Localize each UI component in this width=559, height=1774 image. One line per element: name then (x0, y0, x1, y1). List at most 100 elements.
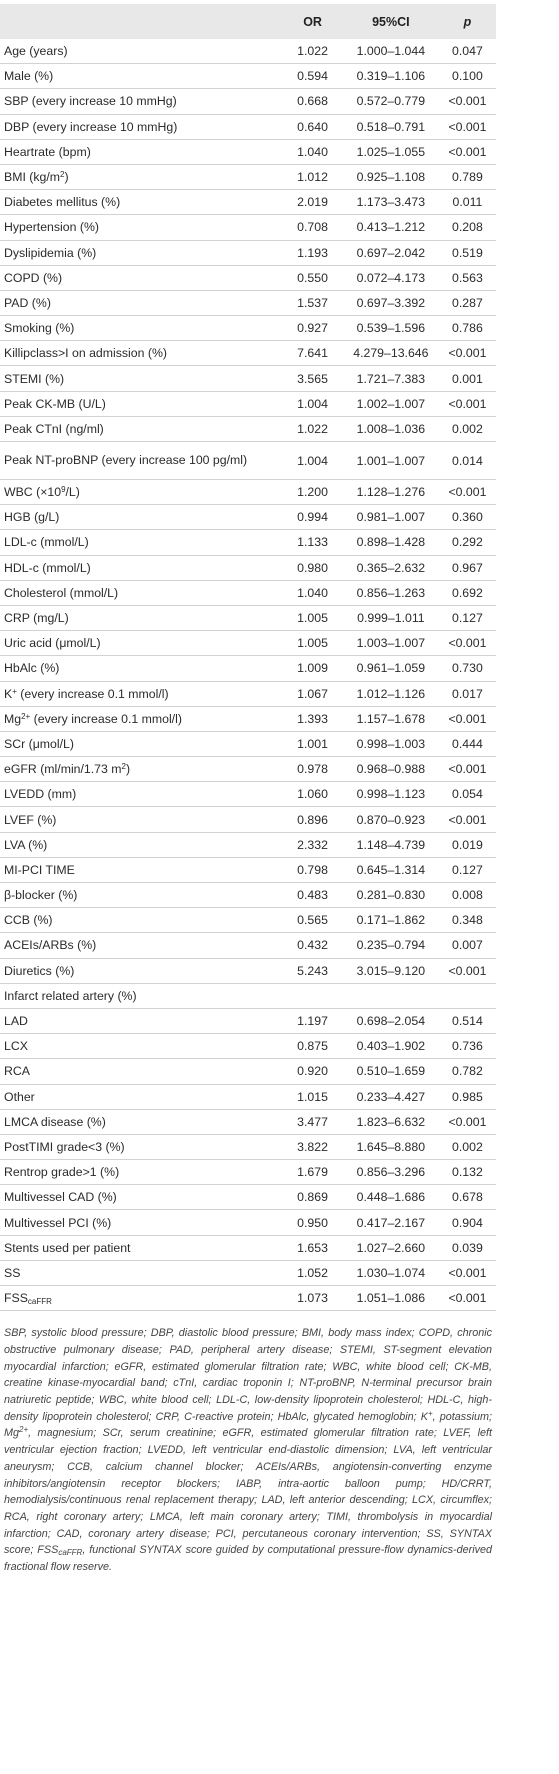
cell-or (282, 983, 343, 1009)
header-variable (0, 4, 282, 39)
table-row: Cholesterol (mmol/L) 1.040 0.856–1.263 0.69… (0, 580, 496, 606)
cell-ci: 0.981–1.007 (342, 504, 439, 531)
variable-text: HbAlc (%) (4, 661, 60, 676)
cell-variable: CCB (%) (0, 907, 283, 934)
table-row: SCr (μmol/L) 1.001 0.998–1.003 0.444 (0, 731, 496, 758)
variable-sup: 2 (121, 762, 126, 772)
cell-or: 5.243 (282, 958, 343, 984)
cell-p: 0.292 (438, 529, 496, 556)
variable-text: LCX (4, 1039, 28, 1054)
cell-or: 2.332 (282, 832, 343, 858)
table-row: PostTIMI grade<3 (%) 3.822 1.645–8.880 0.00… (0, 1134, 496, 1161)
cell-p: 0.127 (438, 605, 496, 632)
cell-p: <0.001 (438, 88, 496, 115)
cell-variable: LCX (0, 1033, 283, 1060)
footnote-sup: 2+ (19, 1425, 29, 1435)
variable-text: HDL-c (mmol/L) (4, 560, 91, 575)
variable-text: HGB (g/L) (4, 510, 60, 525)
cell-p: 0.208 (438, 214, 496, 241)
cell-ci (342, 983, 439, 1009)
footnote-text: , magnesium; SCr, serum creatinine; eGFR… (4, 1427, 492, 1557)
variable-text: eGFR (ml/min/1.73 m (4, 762, 122, 777)
table-row: Male (%) 0.594 0.319–1.106 0.100 (0, 63, 496, 90)
cell-ci: 0.235–0.794 (342, 932, 439, 959)
cell-ci: 0.281–0.830 (342, 882, 439, 909)
cell-p: <0.001 (438, 806, 496, 833)
variable-text: Rentrop grade>1 (%) (4, 1165, 120, 1180)
cell-p: <0.001 (438, 340, 496, 367)
table-row: β-blocker (%) 0.483 0.281–0.830 0.008 (0, 882, 496, 909)
cell-variable: Multivessel CAD (%) (0, 1184, 283, 1211)
cell-variable: Killipclass>I on admission (%) (0, 340, 283, 367)
cell-p: 0.444 (438, 731, 496, 758)
cell-or: 1.001 (282, 731, 343, 758)
cell-or: 1.012 (282, 164, 343, 191)
cell-or: 1.040 (282, 139, 343, 165)
variable-sup: 9 (61, 485, 66, 495)
cell-or: 1.040 (282, 580, 343, 606)
variable-text: LAD (4, 1014, 28, 1029)
table-row: Dyslipidemia (%) 1.193 0.697–2.042 0.519 (0, 240, 496, 266)
cell-ci: 1.012–1.126 (342, 681, 439, 707)
cell-ci: 0.365–2.632 (342, 555, 439, 581)
variable-text: LVEDD (mm) (4, 787, 77, 802)
footnote-sup: + (427, 1408, 433, 1418)
table-row: HDL-c (mmol/L) 0.980 0.365–2.632 0.967 (0, 555, 496, 581)
variable-text: DBP (every increase 10 mmHg) (4, 119, 178, 134)
table-row: Infarct related artery (%) (0, 983, 496, 1009)
table-row: LCX 0.875 0.403–1.902 0.736 (0, 1033, 496, 1060)
cell-p: 0.011 (438, 189, 496, 216)
cell-variable: FSScaFFR (0, 1285, 283, 1312)
variable-text: β-blocker (%) (4, 888, 78, 903)
cell-p: 0.039 (438, 1235, 496, 1261)
cell-variable: DBP (every increase 10 mmHg) (0, 114, 283, 140)
cell-ci: 0.898–1.428 (342, 529, 439, 556)
cell-variable: Infarct related artery (%) (0, 983, 283, 1009)
variable-text: SBP (every increase 10 mmHg) (4, 94, 177, 109)
cell-ci: 1.025–1.055 (342, 139, 439, 165)
cell-p: 0.002 (438, 416, 496, 443)
table-row: Other 1.015 0.233–4.427 0.985 (0, 1084, 496, 1110)
table-row: eGFR (ml/min/1.73 m2) 0.978 0.968–0.988 <0.… (0, 756, 496, 783)
cell-or: 2.019 (282, 189, 343, 216)
cell-variable: Multivessel PCI (%) (0, 1209, 283, 1236)
cell-p: 0.360 (438, 504, 496, 531)
cell-p: 0.786 (438, 315, 496, 342)
cell-ci: 0.645–1.314 (342, 857, 439, 884)
table-row: Mg2+ (every increase 0.1 mmol/l) 1.393 1.1… (0, 706, 496, 732)
cell-or: 0.978 (282, 756, 343, 783)
cell-or: 3.822 (282, 1134, 343, 1161)
cell-or: 1.193 (282, 240, 343, 266)
cell-ci: 0.171–1.862 (342, 907, 439, 934)
variable-text: RCA (4, 1064, 30, 1079)
variable-text: Age (years) (4, 44, 68, 59)
cell-variable: LVEDD (mm) (0, 781, 283, 808)
cell-or: 0.980 (282, 555, 343, 581)
variable-text: Heartrate (bpm) (4, 144, 91, 159)
cell-ci: 1.027–2.660 (342, 1235, 439, 1261)
cell-variable: β-blocker (%) (0, 882, 283, 909)
cell-variable: eGFR (ml/min/1.73 m2) (0, 756, 283, 783)
table-row: HbAlc (%) 1.009 0.961–1.059 0.730 (0, 655, 496, 682)
table-row: Peak NT-proBNP (every increase 100 pg/ml… (0, 441, 496, 480)
cell-ci: 1.157–1.678 (342, 706, 439, 732)
cell-ci: 0.448–1.686 (342, 1184, 439, 1211)
cell-variable: COPD (%) (0, 265, 283, 291)
cell-ci: 0.856–1.263 (342, 580, 439, 606)
table-row: LVA (%) 2.332 1.148–4.739 0.019 (0, 832, 496, 858)
variable-text: Diabetes mellitus (%) (4, 195, 121, 210)
cell-variable: Peak CK-MB (U/L) (0, 391, 283, 417)
cell-p: 0.014 (438, 441, 496, 480)
cell-p: <0.001 (438, 1260, 496, 1287)
cell-p: 0.736 (438, 1033, 496, 1060)
variable-text: Multivessel PCI (%) (4, 1215, 112, 1230)
cell-or: 1.005 (282, 630, 343, 657)
cell-or: 1.679 (282, 1159, 343, 1186)
footnote-text: SBP, systolic blood pressure; DBP, diast… (4, 1327, 492, 1423)
cell-variable: Peak NT-proBNP (every increase 100 pg/ml… (0, 441, 283, 480)
cell-p: 0.985 (438, 1084, 496, 1110)
variable-text: LMCA disease (%) (4, 1114, 106, 1129)
cell-variable: K+ (every increase 0.1 mmol/l) (0, 681, 283, 707)
cell-ci: 0.233–4.427 (342, 1084, 439, 1110)
table-row: Diuretics (%) 5.243 3.015–9.120 <0.001 (0, 958, 496, 984)
